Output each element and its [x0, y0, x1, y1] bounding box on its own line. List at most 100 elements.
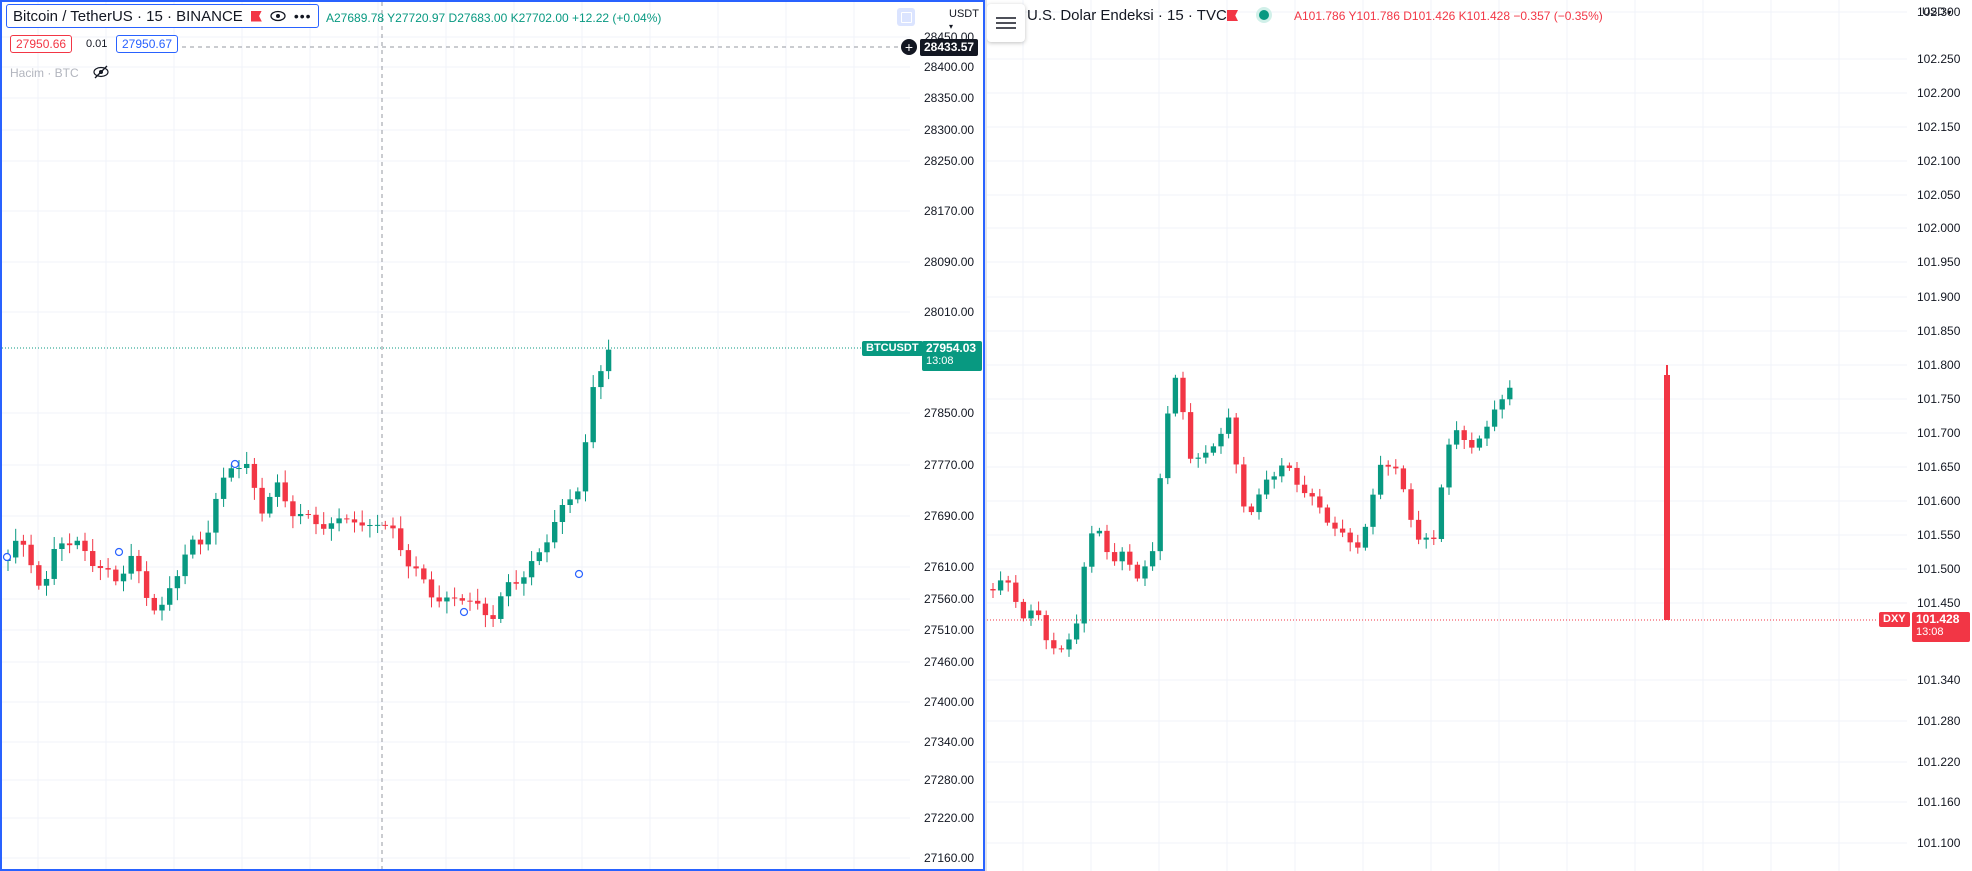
candle-body: [1089, 533, 1095, 567]
candle-body: [1347, 532, 1353, 543]
candle-body: [344, 518, 350, 520]
price-tick-label: 101.100: [1917, 836, 1961, 850]
candle-body: [1180, 377, 1186, 413]
btc-chart-pane[interactable]: Bitcoin / TetherUS · 15 · BINANCE ••• A2…: [0, 0, 985, 871]
event-marker[interactable]: [2, 552, 12, 562]
event-marker[interactable]: [230, 459, 240, 469]
price-tick-label: 101.950: [1917, 255, 1961, 269]
price-tick-label: 101.850: [1917, 324, 1961, 338]
dxy-currency: USD: [1922, 6, 1946, 18]
flag-icon[interactable]: [250, 10, 262, 22]
candle-body: [82, 540, 88, 552]
candle-body: [20, 540, 27, 545]
candle-body: [174, 576, 181, 589]
dxy-title[interactable]: U.S. Dolar Endeksi · 15 · TVC: [1027, 7, 1227, 24]
btc-candlestick-chart[interactable]: [2, 2, 983, 869]
pane-divider[interactable]: [985, 0, 987, 871]
price-tick-label: 101.280: [1917, 714, 1961, 728]
candle-body: [297, 513, 304, 517]
dxy-currency-button[interactable]: USD ▾: [1922, 6, 1951, 18]
dxy-close: K101.428: [1458, 9, 1511, 23]
candle-body: [1491, 409, 1498, 427]
eye-crossed-icon[interactable]: [92, 65, 110, 79]
market-status-icon[interactable]: [1259, 10, 1269, 20]
candle-body: [421, 568, 427, 580]
candle-body: [1134, 564, 1141, 579]
candle-body: [51, 548, 57, 579]
candle-body: [1013, 582, 1019, 602]
candle-body: [66, 543, 73, 546]
btc-currency-button[interactable]: USDT ▾: [949, 8, 983, 32]
candle-body: [197, 539, 204, 545]
dxy-open: A101.786: [1294, 9, 1346, 23]
price-tick-label: 27460.00: [924, 655, 975, 669]
candle-body: [1362, 526, 1369, 548]
candle-body: [1271, 476, 1277, 480]
candle-body: [167, 588, 173, 605]
btc-legend[interactable]: Bitcoin / TetherUS · 15 · BINANCE •••: [6, 4, 319, 28]
candle-body: [244, 463, 250, 469]
price-tick-label: 102.000: [1917, 221, 1961, 235]
candle-body: [1476, 438, 1483, 448]
candle-body: [305, 513, 311, 515]
flag-icon[interactable]: [1227, 10, 1238, 21]
event-marker[interactable]: [459, 607, 469, 617]
candle-body: [997, 580, 1004, 591]
candle-body: [228, 468, 234, 478]
menu-icon: [996, 17, 1016, 29]
candle-body: [459, 598, 465, 601]
candle-body: [1408, 489, 1414, 520]
price-tick-label: 101.650: [1917, 460, 1961, 474]
candle-body: [382, 524, 388, 526]
candle-body: [267, 496, 273, 514]
dxy-change: −0.357 (−0.35%): [1513, 9, 1603, 23]
candle-body: [1104, 530, 1110, 553]
dxy-chart-pane[interactable]: ⠿ U.S. Dolar Endeksi · 15 · TVC A101.786…: [987, 0, 1972, 871]
price-tick-label: 101.750: [1917, 392, 1961, 406]
candle-body: [598, 371, 604, 388]
btc-countdown: 13:08: [926, 355, 954, 367]
eye-icon[interactable]: [270, 10, 286, 22]
candle-body: [259, 487, 265, 514]
dxy-symbol-tag: DXY: [1879, 612, 1910, 627]
add-alert-button[interactable]: +: [901, 39, 917, 55]
candle-body: [1218, 433, 1224, 447]
candle-body: [405, 550, 412, 567]
candle-body: [359, 522, 365, 526]
event-marker[interactable]: [114, 547, 124, 557]
spread-value: 0.01: [86, 38, 108, 50]
candle-body: [367, 525, 373, 527]
bid-price[interactable]: 27950.66: [10, 35, 73, 53]
price-tick-label: 27510.00: [924, 623, 975, 637]
candle-body: [1370, 494, 1376, 527]
candle-body: [1484, 426, 1490, 439]
candle-body: [1127, 551, 1133, 565]
more-icon[interactable]: •••: [293, 8, 312, 24]
volume-label[interactable]: Hacim · BTC: [10, 66, 79, 80]
btc-title[interactable]: Bitcoin / TetherUS · 15 · BINANCE: [13, 7, 243, 25]
candle-body: [1225, 417, 1232, 434]
candle-body: [1438, 487, 1445, 540]
price-tick-label: 27690.00: [924, 509, 975, 523]
candle-body: [59, 543, 65, 549]
candle-body: [1286, 465, 1293, 468]
candle-body: [567, 499, 573, 505]
ask-price[interactable]: 27950.67: [116, 35, 179, 53]
candle-body: [1263, 479, 1270, 495]
price-tick-label: 28170.00: [924, 204, 975, 218]
candle-body: [143, 571, 150, 598]
btc-last-price: 27954.03: [926, 341, 977, 355]
candle-body: [1028, 610, 1034, 619]
chevron-down-icon: ▾: [1945, 8, 1952, 17]
candle-body: [1355, 542, 1361, 548]
layout-button[interactable]: [897, 8, 915, 26]
event-marker[interactable]: [574, 569, 584, 579]
price-tick-label: 27610.00: [924, 560, 975, 574]
price-tick-label: 28250.00: [924, 154, 975, 168]
candle-body: [182, 554, 188, 577]
dxy-candlestick-chart[interactable]: [987, 0, 1972, 871]
candle-body: [536, 552, 542, 562]
crosshair-price-label: 28433.57: [920, 39, 979, 56]
menu-button[interactable]: [987, 4, 1025, 42]
candle-body: [428, 579, 435, 598]
